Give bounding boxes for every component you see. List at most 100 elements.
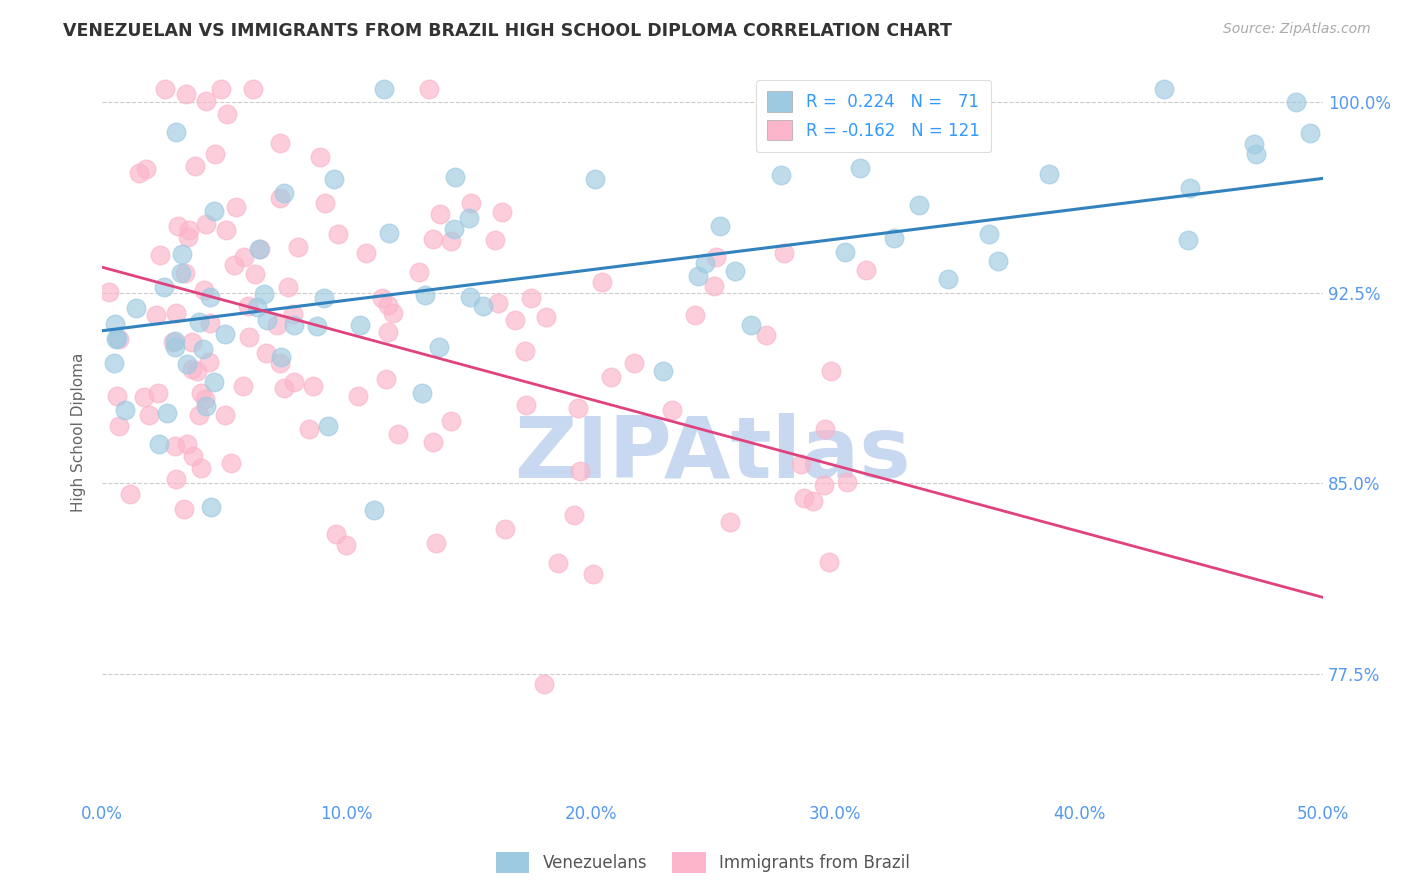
Point bbox=[908, 198, 931, 212]
Point bbox=[104, 318, 127, 332]
Point bbox=[302, 379, 325, 393]
Point bbox=[349, 318, 371, 332]
Point bbox=[146, 386, 169, 401]
Point bbox=[583, 172, 606, 186]
Point bbox=[135, 162, 157, 177]
Point bbox=[323, 171, 346, 186]
Point bbox=[204, 146, 226, 161]
Point bbox=[190, 460, 212, 475]
Point bbox=[249, 242, 271, 256]
Point bbox=[165, 334, 187, 348]
Point bbox=[309, 150, 332, 164]
Point bbox=[569, 464, 592, 478]
Point bbox=[443, 221, 465, 235]
Point bbox=[724, 264, 747, 278]
Point bbox=[180, 362, 202, 376]
Point bbox=[194, 217, 217, 231]
Point bbox=[209, 82, 232, 96]
Point bbox=[1178, 181, 1201, 195]
Point bbox=[378, 226, 401, 240]
Point bbox=[652, 364, 675, 378]
Point bbox=[793, 491, 815, 505]
Point bbox=[817, 555, 839, 569]
Point bbox=[269, 191, 291, 205]
Point bbox=[162, 334, 184, 349]
Point bbox=[755, 328, 778, 343]
Point bbox=[269, 136, 291, 150]
Point bbox=[564, 508, 586, 523]
Point bbox=[547, 556, 569, 570]
Point bbox=[105, 389, 128, 403]
Point bbox=[814, 421, 837, 435]
Legend: Venezuelans, Immigrants from Brazil: Venezuelans, Immigrants from Brazil bbox=[489, 846, 917, 880]
Legend: R =  0.224   N =   71, R = -0.162   N = 121: R = 0.224 N = 71, R = -0.162 N = 121 bbox=[755, 79, 991, 153]
Point bbox=[683, 308, 706, 322]
Point bbox=[238, 329, 260, 343]
Point bbox=[197, 355, 219, 369]
Point bbox=[460, 196, 482, 211]
Point bbox=[186, 364, 208, 378]
Point bbox=[314, 196, 336, 211]
Point bbox=[484, 233, 506, 247]
Point bbox=[266, 318, 288, 333]
Point bbox=[173, 266, 195, 280]
Point bbox=[704, 250, 727, 264]
Point bbox=[305, 318, 328, 333]
Point bbox=[167, 219, 190, 233]
Point bbox=[503, 312, 526, 326]
Point bbox=[534, 310, 557, 324]
Point bbox=[104, 332, 127, 346]
Point bbox=[193, 283, 215, 297]
Point bbox=[103, 356, 125, 370]
Point bbox=[718, 515, 741, 529]
Point bbox=[769, 168, 792, 182]
Point bbox=[373, 82, 395, 96]
Point bbox=[202, 203, 225, 218]
Point bbox=[105, 331, 128, 345]
Point bbox=[1243, 136, 1265, 151]
Point bbox=[176, 357, 198, 371]
Point bbox=[233, 250, 256, 264]
Point bbox=[153, 280, 176, 294]
Point bbox=[120, 487, 142, 501]
Point bbox=[813, 478, 835, 492]
Point bbox=[444, 169, 467, 184]
Point bbox=[176, 230, 198, 244]
Point bbox=[232, 378, 254, 392]
Point bbox=[592, 275, 614, 289]
Point bbox=[513, 344, 536, 359]
Point bbox=[849, 161, 872, 176]
Point bbox=[440, 414, 463, 428]
Point bbox=[837, 475, 859, 489]
Point bbox=[939, 130, 962, 145]
Point bbox=[254, 345, 277, 359]
Point bbox=[148, 437, 170, 451]
Point bbox=[855, 110, 877, 124]
Point bbox=[515, 398, 537, 412]
Point bbox=[202, 376, 225, 390]
Point bbox=[273, 381, 295, 395]
Point bbox=[987, 253, 1010, 268]
Point bbox=[686, 269, 709, 284]
Point bbox=[221, 456, 243, 470]
Point bbox=[214, 408, 236, 422]
Y-axis label: High School Diploma: High School Diploma bbox=[72, 352, 86, 512]
Point bbox=[242, 82, 264, 96]
Point bbox=[1038, 167, 1060, 181]
Point bbox=[494, 523, 516, 537]
Point bbox=[114, 402, 136, 417]
Point bbox=[225, 200, 247, 214]
Point bbox=[820, 364, 842, 378]
Point bbox=[422, 434, 444, 449]
Point bbox=[128, 166, 150, 180]
Point bbox=[346, 388, 368, 402]
Point bbox=[187, 315, 209, 329]
Point bbox=[287, 240, 309, 254]
Point bbox=[283, 307, 305, 321]
Point bbox=[181, 450, 204, 464]
Point bbox=[190, 385, 212, 400]
Point bbox=[155, 82, 177, 96]
Point bbox=[520, 291, 543, 305]
Point bbox=[166, 305, 188, 319]
Point bbox=[108, 419, 131, 434]
